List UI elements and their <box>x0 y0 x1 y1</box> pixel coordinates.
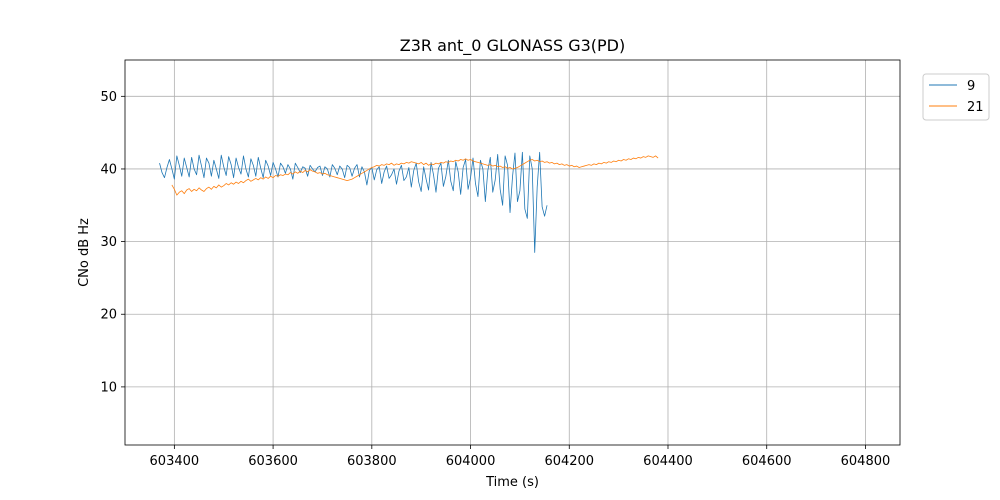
x-tick-label: 603800 <box>347 454 397 469</box>
y-tick-label: 20 <box>100 308 117 323</box>
y-tick-label: 50 <box>100 90 117 105</box>
x-tick-label: 603600 <box>248 454 298 469</box>
x-tick-label: 604600 <box>742 454 792 469</box>
y-tick-label: 10 <box>100 380 117 395</box>
series-line-9 <box>159 151 548 253</box>
x-tick-label: 604000 <box>446 454 496 469</box>
series-line-21 <box>171 155 659 196</box>
x-tick-label: 603400 <box>150 454 200 469</box>
chart-title: Z3R ant_0 GLONASS G3(PD) <box>400 36 626 56</box>
series-group <box>159 151 659 253</box>
x-tick-label: 604200 <box>544 454 594 469</box>
x-axis-label: Time (s) <box>485 475 539 490</box>
x-tick-label: 604400 <box>643 454 693 469</box>
y-axis-label: CNo dB Hz <box>77 218 92 287</box>
legend-label-series-9: 9 <box>967 79 975 94</box>
y-tick-label: 40 <box>100 162 117 177</box>
x-tick-label: 604800 <box>841 454 891 469</box>
plot-frame <box>124 59 901 446</box>
legend: 9 21 <box>922 73 990 121</box>
legend-label-series-21: 21 <box>967 100 984 115</box>
y-tick-label: 30 <box>100 235 117 250</box>
ticks: 603400 603600 603800 604000 604200 604400 6046… <box>100 90 890 469</box>
